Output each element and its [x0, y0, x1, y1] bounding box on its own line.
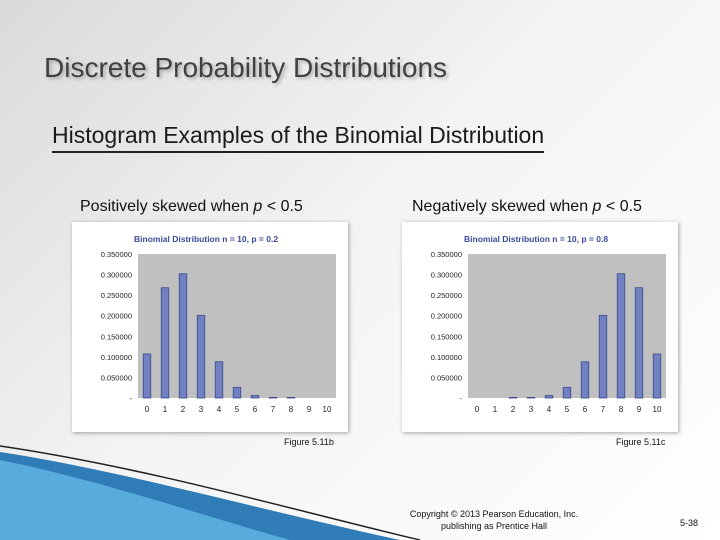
x-tick-label: 2	[181, 405, 186, 414]
x-tick-label: 4	[547, 405, 552, 414]
x-tick-label: 0	[145, 405, 150, 414]
y-tick-label: 0.250000	[101, 291, 132, 300]
y-tick-label: 0.250000	[431, 291, 462, 300]
x-tick-label: 1	[493, 405, 498, 414]
chart-svg: Binomial Distribution n = 10, p = 0.80.3…	[431, 234, 666, 414]
x-tick-label: 7	[601, 405, 606, 414]
histogram-left: Binomial Distribution n = 10, p = 0.2 0.3…	[72, 222, 348, 432]
copyright: Copyright © 2013 Pearson Education, Inc.…	[380, 508, 608, 532]
bar	[250, 395, 260, 399]
chart-title: Binomial Distribution n = 10, p = 0.8	[464, 234, 608, 244]
x-tick-label: 4	[217, 405, 222, 414]
x-tick-label: 1	[163, 405, 168, 414]
histogram-right: Binomial Distribution n = 10, p = 0.8 0.3…	[402, 222, 678, 432]
bar	[652, 353, 662, 399]
bar	[232, 386, 242, 399]
right-caption-prefix: Negatively skewed when	[412, 198, 593, 215]
bar	[178, 273, 188, 399]
slide-title: Discrete Probability Distributions	[44, 52, 448, 83]
x-tick-label: 5	[565, 405, 570, 414]
y-tick-label: 0.300000	[101, 271, 132, 280]
bar	[526, 396, 536, 399]
x-tick-label: 10	[323, 405, 332, 414]
bar	[160, 287, 170, 399]
x-tick-label: 2	[511, 405, 516, 414]
bar	[508, 396, 518, 399]
bar	[580, 361, 590, 399]
x-tick-label: 3	[529, 405, 534, 414]
x-tick-label: 9	[307, 405, 312, 414]
x-tick-label: 8	[619, 405, 624, 414]
y-tick-label: 0.200000	[431, 312, 462, 321]
right-caption: Negatively skewed when p < 0.5	[412, 198, 642, 216]
bar	[268, 396, 278, 399]
y-tick-label: 0.300000	[431, 271, 462, 280]
y-tick-label: 0.050000	[431, 373, 462, 382]
left-caption: Positively skewed when p < 0.5	[80, 198, 303, 216]
chart-svg: Binomial Distribution n = 10, p = 0.20.3…	[101, 234, 336, 414]
x-tick-label: 7	[271, 405, 276, 414]
y-tick-label: 0.200000	[101, 312, 132, 321]
y-tick-label: 0.150000	[101, 332, 132, 341]
left-caption-suffix: < 0.5	[262, 198, 303, 215]
slide-subtitle: Histogram Examples of the Binomial Distr…	[52, 122, 545, 153]
right-caption-suffix: < 0.5	[601, 198, 642, 215]
x-tick-label: 5	[235, 405, 240, 414]
decorative-swoosh	[0, 445, 421, 540]
figure-label-left: Figure 5.11b	[284, 437, 334, 447]
figure-label-right: Figure 5.11c	[616, 437, 666, 447]
bar	[286, 396, 296, 399]
left-caption-var: p	[253, 198, 263, 215]
bar	[214, 361, 224, 399]
y-tick-label: 0.100000	[431, 353, 462, 362]
page-number: 5-38	[680, 518, 699, 528]
bar	[544, 395, 554, 399]
bar	[616, 273, 626, 399]
x-tick-label: 6	[253, 405, 258, 414]
bar	[562, 386, 572, 399]
y-tick-label: 0.100000	[101, 353, 132, 362]
bar	[598, 314, 608, 399]
bar	[196, 314, 206, 399]
x-tick-label: 10	[653, 405, 662, 414]
plot-area	[138, 254, 336, 398]
y-tick-label: 0.350000	[101, 250, 132, 259]
y-tick-label: 0.050000	[101, 373, 132, 382]
x-tick-label: 3	[199, 405, 204, 414]
y-tick-label: -	[130, 394, 133, 403]
chart-title: Binomial Distribution n = 10, p = 0.2	[134, 234, 278, 244]
y-tick-label: 0.350000	[431, 250, 462, 259]
right-caption-var: p	[592, 198, 602, 215]
x-tick-label: 8	[289, 405, 294, 414]
bar	[634, 287, 644, 399]
x-tick-label: 0	[475, 405, 480, 414]
bar	[142, 353, 152, 399]
x-tick-label: 9	[637, 405, 642, 414]
y-tick-label: -	[460, 394, 463, 403]
left-caption-prefix: Positively skewed when	[80, 198, 254, 215]
x-tick-label: 6	[583, 405, 588, 414]
copyright-line-2: publishing as Prentice Hall	[440, 521, 548, 531]
plot-area	[468, 254, 666, 398]
copyright-line-1: Copyright © 2013 Pearson Education, Inc.	[409, 509, 579, 519]
y-tick-label: 0.150000	[431, 332, 462, 341]
